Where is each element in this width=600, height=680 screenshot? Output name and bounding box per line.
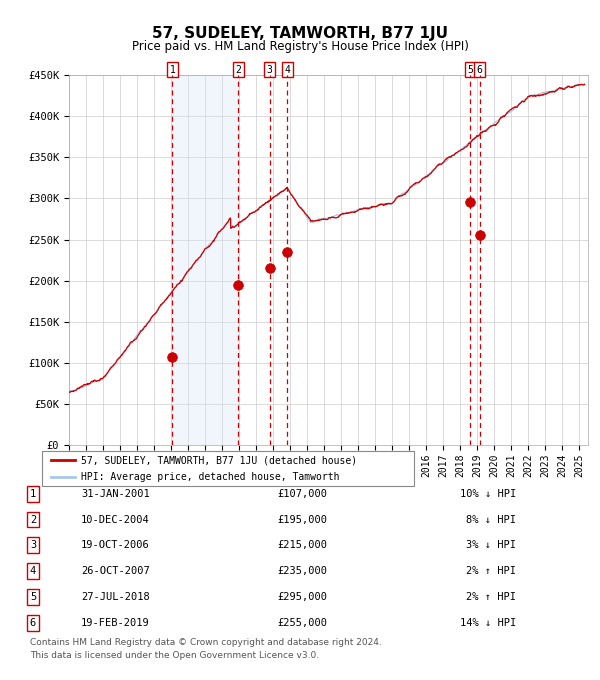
Text: £295,000: £295,000 bbox=[277, 592, 327, 602]
Text: 10-DEC-2004: 10-DEC-2004 bbox=[81, 515, 150, 524]
Text: 6: 6 bbox=[476, 65, 482, 75]
FancyBboxPatch shape bbox=[42, 451, 414, 486]
Text: 5: 5 bbox=[467, 65, 473, 75]
Text: This data is licensed under the Open Government Licence v3.0.: This data is licensed under the Open Gov… bbox=[30, 651, 319, 660]
Text: 10% ↓ HPI: 10% ↓ HPI bbox=[460, 489, 516, 498]
Text: 2% ↑ HPI: 2% ↑ HPI bbox=[466, 592, 516, 602]
Text: 19-FEB-2019: 19-FEB-2019 bbox=[81, 618, 150, 628]
Text: 5: 5 bbox=[30, 592, 36, 602]
Text: £107,000: £107,000 bbox=[277, 489, 327, 498]
Text: £215,000: £215,000 bbox=[277, 541, 327, 550]
Text: 57, SUDELEY, TAMWORTH, B77 1JU: 57, SUDELEY, TAMWORTH, B77 1JU bbox=[152, 26, 448, 41]
Text: 19-OCT-2006: 19-OCT-2006 bbox=[81, 541, 150, 550]
Text: £235,000: £235,000 bbox=[277, 566, 327, 576]
Text: 3% ↓ HPI: 3% ↓ HPI bbox=[466, 541, 516, 550]
Text: 57, SUDELEY, TAMWORTH, B77 1JU (detached house): 57, SUDELEY, TAMWORTH, B77 1JU (detached… bbox=[81, 456, 357, 465]
Text: 1: 1 bbox=[170, 65, 175, 75]
Text: Price paid vs. HM Land Registry's House Price Index (HPI): Price paid vs. HM Land Registry's House … bbox=[131, 40, 469, 53]
Text: 31-JAN-2001: 31-JAN-2001 bbox=[81, 489, 150, 498]
Text: 2% ↑ HPI: 2% ↑ HPI bbox=[466, 566, 516, 576]
Text: 3: 3 bbox=[30, 541, 36, 550]
Text: 3: 3 bbox=[267, 65, 273, 75]
Text: £255,000: £255,000 bbox=[277, 618, 327, 628]
Text: 26-OCT-2007: 26-OCT-2007 bbox=[81, 566, 150, 576]
Text: 8% ↓ HPI: 8% ↓ HPI bbox=[466, 515, 516, 524]
Text: 1: 1 bbox=[30, 489, 36, 498]
Text: HPI: Average price, detached house, Tamworth: HPI: Average price, detached house, Tamw… bbox=[81, 473, 340, 482]
Text: 4: 4 bbox=[284, 65, 290, 75]
Text: 6: 6 bbox=[30, 618, 36, 628]
Text: Contains HM Land Registry data © Crown copyright and database right 2024.: Contains HM Land Registry data © Crown c… bbox=[30, 639, 382, 647]
Text: 2: 2 bbox=[235, 65, 241, 75]
Text: 27-JUL-2018: 27-JUL-2018 bbox=[81, 592, 150, 602]
Text: 14% ↓ HPI: 14% ↓ HPI bbox=[460, 618, 516, 628]
Bar bbox=[172, 75, 238, 445]
Text: £195,000: £195,000 bbox=[277, 515, 327, 524]
Text: 4: 4 bbox=[30, 566, 36, 576]
Text: 2: 2 bbox=[30, 515, 36, 524]
